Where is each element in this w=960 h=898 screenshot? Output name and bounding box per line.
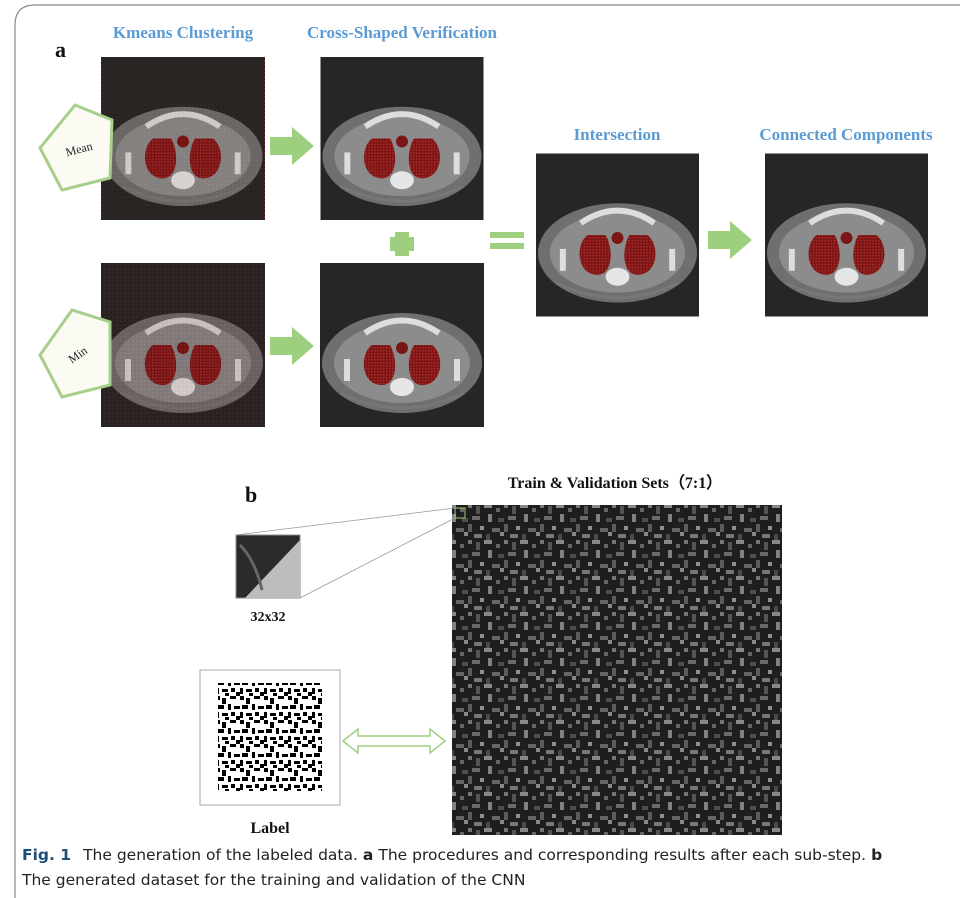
kmeans-mean bbox=[101, 57, 265, 220]
label-title: Label bbox=[250, 820, 290, 837]
figure-number: Fig. 1 bbox=[22, 846, 71, 864]
ct-image bbox=[536, 154, 699, 317]
figure: a Kmeans Clustering Cross-Shaped Verific… bbox=[0, 0, 960, 898]
panel-label: b bbox=[245, 482, 257, 507]
caption-text: The generated dataset for the training a… bbox=[21, 871, 525, 889]
caption-text: The procedures and corresponding results… bbox=[377, 846, 866, 864]
step-title: Cross-Shaped Verification bbox=[307, 23, 498, 42]
step-title: Intersection bbox=[574, 125, 661, 144]
ct-image bbox=[765, 154, 928, 317]
mean-pentagon: Mean bbox=[40, 105, 112, 190]
min-pentagon: Min bbox=[40, 310, 110, 397]
step-title: Kmeans Clustering bbox=[113, 23, 254, 42]
kmeans-min bbox=[101, 263, 265, 427]
dataset-title: Train & Validation Sets（7:1） bbox=[508, 474, 722, 492]
ct-image bbox=[320, 263, 484, 427]
caption-line: Fig. 1 The generation of the labeled data… bbox=[22, 846, 882, 864]
patch-size: 32x32 bbox=[251, 610, 286, 625]
label-map bbox=[218, 683, 322, 791]
caption-text: The generation of the labeled data. bbox=[82, 846, 358, 864]
dataset-mosaic bbox=[452, 505, 782, 835]
panel-label: a bbox=[55, 37, 66, 62]
double-arrow bbox=[343, 729, 445, 753]
caption-part: a bbox=[363, 846, 373, 864]
ct-image bbox=[321, 57, 484, 220]
patch-zoom bbox=[236, 535, 300, 598]
caption-part: b bbox=[871, 846, 882, 864]
step-title: Connected Components bbox=[759, 125, 933, 144]
